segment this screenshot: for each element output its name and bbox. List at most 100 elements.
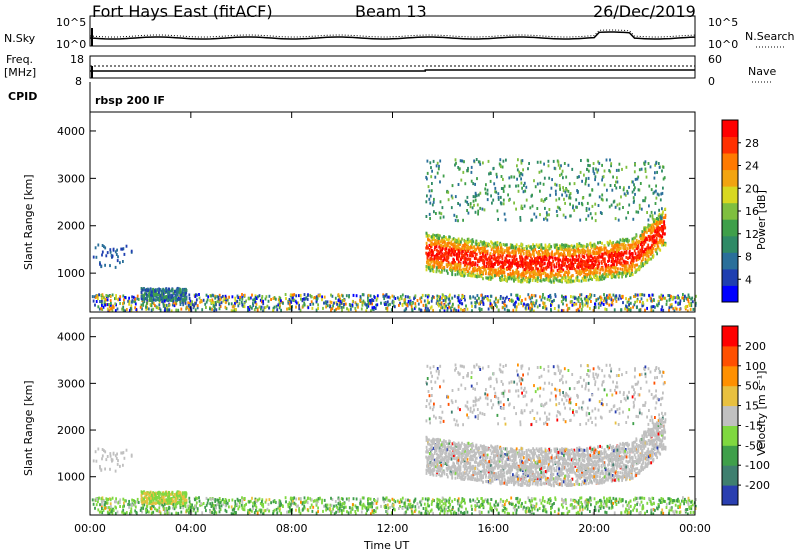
- power-echo-cell: [563, 251, 566, 255]
- power-echo-cell: [123, 301, 125, 305]
- power-echo-cell: [191, 303, 194, 306]
- power-echo-cell: [445, 255, 448, 259]
- power-echo-cell: [479, 300, 482, 304]
- power-echo-cell: [645, 252, 647, 256]
- power-echo-cell: [451, 238, 454, 242]
- power-echo-cell: [441, 260, 444, 264]
- power-echo-cell: [548, 261, 551, 265]
- power-echo-cell: [394, 297, 397, 300]
- power-echo-cell: [594, 263, 597, 266]
- power-echo-cell: [497, 246, 500, 250]
- power-echo-cell: [426, 159, 429, 163]
- power-echo-cell: [559, 269, 562, 273]
- power-echo-cell: [205, 293, 208, 297]
- power-echo-cell: [610, 203, 613, 207]
- power-echo-cell: [557, 279, 560, 283]
- power-echo-cell: [469, 202, 472, 206]
- power-echo-cell: [507, 250, 510, 253]
- power-echo-cell: [520, 252, 522, 256]
- power-echo-cell: [447, 244, 449, 248]
- power-echo-cell: [475, 257, 478, 261]
- power-echo-cell: [610, 241, 613, 245]
- power-echo-cell: [475, 158, 478, 161]
- power-echo-cell: [623, 241, 626, 244]
- power-echo-cell: [491, 268, 494, 272]
- power-echo-cell: [563, 197, 565, 201]
- power-echo-cell: [587, 183, 590, 187]
- power-echo-cell: [660, 237, 663, 241]
- power-echo-cell: [633, 170, 636, 174]
- power-echo-cell: [500, 250, 502, 254]
- power-echo-cell: [568, 251, 570, 255]
- power-echo-cell: [451, 184, 454, 188]
- power-echo-cell: [602, 175, 605, 179]
- power-echo-cell: [413, 306, 416, 310]
- velocity-echo-cell: [653, 431, 656, 435]
- power-echo-cell: [671, 297, 674, 301]
- power-echo-cell: [376, 296, 379, 300]
- power-echo-cell: [502, 262, 505, 266]
- power-echo-cell: [624, 307, 626, 311]
- power-echo-cell: [644, 160, 647, 164]
- power-echo-cell: [653, 298, 655, 302]
- velocity-echo-cell: [459, 447, 462, 450]
- power-echo-cell: [542, 278, 545, 282]
- power-panel-echoes: [91, 158, 697, 313]
- power-echo-cell: [124, 309, 127, 313]
- power-echo-cell: [494, 274, 496, 278]
- power-echo-cell: [572, 246, 575, 250]
- velocity-echo-cell: [514, 466, 516, 470]
- power-echo-cell: [432, 308, 434, 312]
- power-echo-cell: [462, 250, 464, 254]
- power-echo-cell: [448, 295, 451, 299]
- power-echo-cell: [157, 306, 160, 310]
- power-echo-cell: [310, 300, 313, 304]
- power-echo-cell: [502, 270, 504, 274]
- power-echo-cell: [93, 295, 96, 299]
- power-echo-cell: [191, 300, 193, 304]
- power-echo-cell: [571, 274, 574, 278]
- power-echo-cell: [595, 299, 598, 302]
- power-echo-cell: [691, 300, 694, 304]
- power-echo-cell: [479, 240, 482, 244]
- power-echo-cell: [642, 199, 644, 203]
- power-echo-cell: [593, 269, 595, 273]
- power-echo-cell: [634, 162, 636, 166]
- power-echo-cell: [461, 237, 463, 241]
- power-echo-cell: [151, 290, 153, 294]
- power-echo-cell: [545, 255, 548, 259]
- power-echo-cell: [618, 294, 621, 298]
- power-echo-cell: [431, 253, 433, 257]
- power-echo-cell: [439, 295, 441, 299]
- power-echo-cell: [539, 213, 541, 217]
- power-echo-cell: [255, 305, 257, 309]
- power-echo-cell: [469, 240, 471, 244]
- power-echo-cell: [443, 309, 446, 313]
- power-echo-cell: [585, 274, 588, 277]
- power-echo-cell: [529, 253, 532, 257]
- power-echo-cell: [277, 298, 280, 302]
- power-echo-cell: [440, 239, 443, 243]
- power-echo-cell: [579, 263, 581, 266]
- power-echo-cell: [497, 217, 499, 221]
- power-echo-cell: [367, 299, 369, 303]
- cpid-label: CPID: [8, 90, 38, 103]
- power-echo-cell: [651, 251, 654, 254]
- power-echo-cell: [572, 255, 574, 259]
- power-echo-cell: [461, 159, 464, 163]
- power-echo-cell: [155, 295, 158, 298]
- power-echo-cell: [639, 255, 642, 259]
- power-echo-cell: [602, 303, 605, 306]
- power-echo-cell: [660, 229, 663, 233]
- power-echo-cell: [467, 211, 470, 215]
- power-echo-cell: [512, 271, 515, 275]
- power-echo-cell: [122, 308, 125, 312]
- power-echo-cell: [601, 248, 604, 252]
- power-echo-cell: [484, 272, 487, 276]
- power-echo-cell: [550, 309, 552, 313]
- power-echo-cell: [435, 270, 438, 274]
- power-echo-cell: [572, 262, 575, 266]
- power-echo-cell: [548, 255, 551, 259]
- power-echo-cell: [651, 236, 654, 240]
- power-echo-cell: [533, 272, 535, 275]
